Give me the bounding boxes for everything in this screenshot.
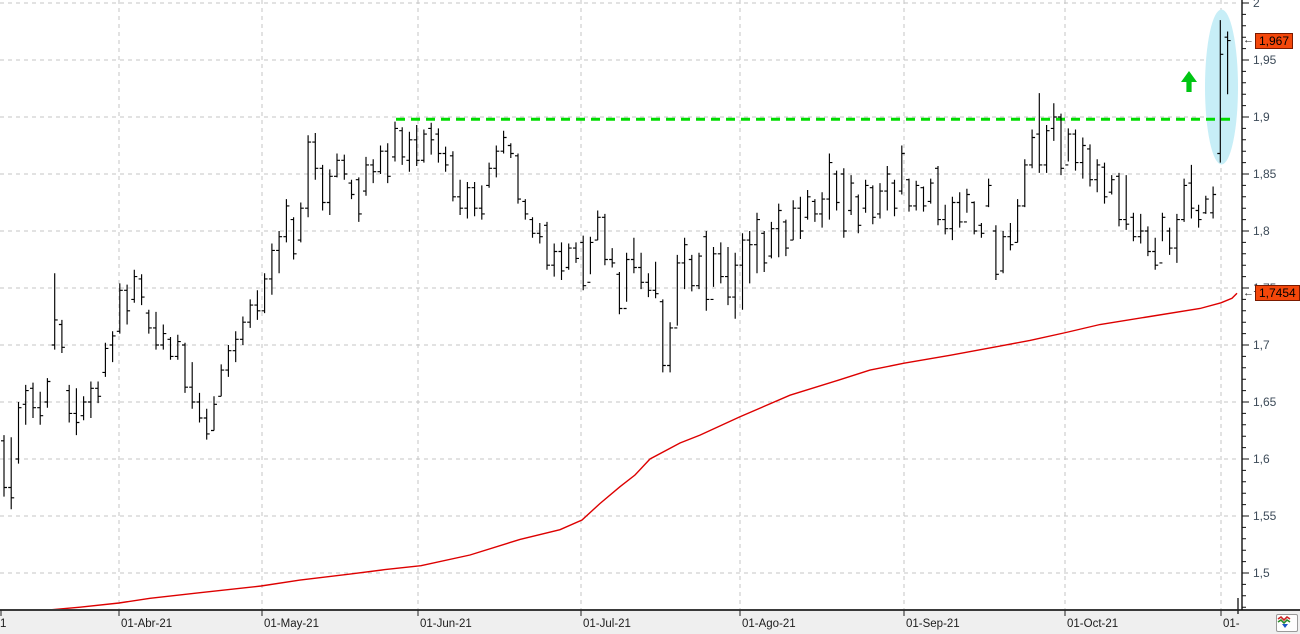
tag-pointer-icon: ← <box>1243 34 1254 47</box>
y-axis-label: 1,6 <box>1253 452 1270 466</box>
y-axis-label: 1,8 <box>1253 224 1270 238</box>
x-axis-label: 01-Jul-21 <box>583 618 631 630</box>
y-axis-label: 1,55 <box>1253 509 1277 523</box>
last-price-tag: ← 1,967 <box>1243 32 1294 49</box>
gridlines <box>0 0 1237 610</box>
highlight-ellipse <box>1205 9 1238 165</box>
y-axis-label: 1,9 <box>1253 110 1270 124</box>
x-axis-label: 01-Ago-21 <box>742 618 796 630</box>
y-axis-label: 1,7 <box>1253 338 1270 352</box>
x-axis-label: 1 <box>0 618 6 630</box>
y-axis-label: 1,95 <box>1253 53 1277 67</box>
last-price-value: 1,967 <box>1255 32 1294 49</box>
y-axis-label: 1,85 <box>1253 167 1277 181</box>
x-axis-label: 01-Jun-21 <box>420 618 472 630</box>
x-axis-label: 01- <box>1223 618 1240 630</box>
mini-chart-icon <box>1277 615 1291 628</box>
y-axis-label: 1,65 <box>1253 395 1277 409</box>
tag-pointer-icon: ← <box>1243 286 1254 299</box>
chart-shortcut-button[interactable] <box>1276 614 1298 632</box>
x-axis-label: 01-Oct-21 <box>1067 618 1118 630</box>
sma-line <box>0 292 1238 611</box>
y-axis-label: 2 <box>1253 0 1260 10</box>
y-axis-ticks <box>1242 2 1249 608</box>
x-axis-label: 01-Sep-21 <box>906 618 960 630</box>
buy-signal-arrow-icon <box>1181 71 1197 92</box>
x-axis-label: 01-May-21 <box>264 618 319 630</box>
ohlc-bars-series <box>1 20 1231 510</box>
y-axis-label: 1,5 <box>1253 566 1270 580</box>
sma-price-tag: ← 1,7454 <box>1243 285 1300 302</box>
sma-price-value: 1,7454 <box>1255 285 1300 302</box>
x-axis-strip <box>0 610 1300 634</box>
x-axis-label: 01-Abr-21 <box>121 618 172 630</box>
